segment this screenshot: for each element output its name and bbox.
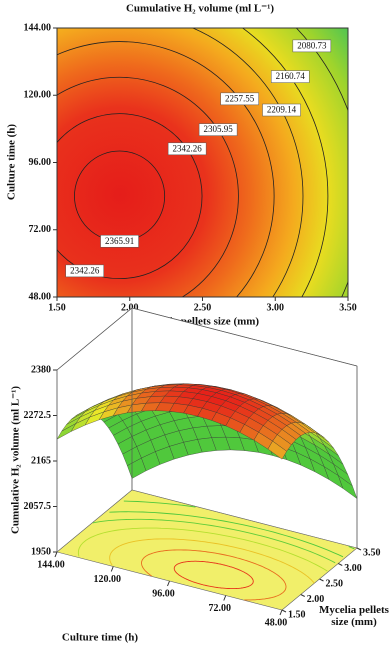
surface-cell [267,440,287,460]
contour-line [57,76,239,297]
contour-label-box [220,92,259,106]
x3d-tick-label: 120.00 [94,574,122,585]
x3d-tick [167,580,170,587]
y3d-tick [338,563,343,566]
x-tick-label: 2.50 [194,302,212,313]
y-tick-label: 96.00 [29,157,52,168]
box-edge [56,307,133,371]
x-tick-label: 1.50 [48,302,66,313]
x3d-tick-label: 72.00 [209,603,232,614]
y-tick-label: 72.00 [29,224,52,235]
contour-label: 2365.91 [105,236,134,246]
y3d-tick-label: 1.50 [288,609,306,620]
z-tick-label: 2057.5 [24,501,52,512]
y3d-tick [319,578,324,582]
contour-label: 2257.55 [225,93,255,103]
contour-label: 2342.26 [173,143,203,153]
contour-label-box [292,39,332,53]
x-tick-label: 3.50 [339,302,357,313]
contour-label-box [198,123,238,136]
x-tick-label: 2.00 [121,302,139,313]
box-edge [131,307,358,367]
z-tick-label: 2165 [31,455,51,466]
x3d-tick-label: 48.00 [265,617,288,628]
floor-contour [109,538,315,584]
x3d-tick [223,595,227,601]
contour-label: 2080.73 [297,40,327,50]
contour-label-box [167,142,207,156]
floor-contour [173,560,254,590]
x3d-axis-label: Culture time (h) [62,632,139,644]
z-tick-label: 1950 [31,546,51,557]
x3d-tick-label: 96.00 [152,588,175,599]
y3d-tick [300,594,305,597]
floor-contour [141,549,287,601]
x3d-tick [279,609,283,616]
contour-line [57,41,275,297]
x3d-tick-label: 144.00 [37,559,65,570]
contour-label: 2342.26 [70,265,100,275]
contour-line [191,28,304,297]
contour-label-box [100,234,139,248]
floor-contour [123,500,355,550]
y-axis-label: Culture time (h) [6,124,18,201]
contour-label-box [262,103,301,117]
y3d-tick-label: 3.50 [363,547,381,558]
y-tick-label: 144.00 [24,22,52,33]
floor-contour [77,527,328,572]
z-axis-label: Cumulative H₂ volume (ml L⁻¹) [10,386,22,534]
y-tick-label: 120.00 [24,90,52,101]
contour-label: 2305.95 [203,124,233,134]
contour-line [57,113,203,279]
heatmap [57,28,348,297]
floor-contour [92,518,336,564]
floor-contour [109,511,344,558]
contour-label: 2160.74 [276,71,306,81]
y3d-tick-label: 3.00 [344,563,362,574]
contour-label-box [65,264,104,278]
chart-title: Cumulative H₂ volume (ml L⁻¹) [126,3,274,15]
z-tick-label: 2272.5 [24,410,52,421]
y3d-tick [356,547,362,551]
y3d-tick-label: 2.50 [326,578,344,589]
x3d-tick [54,551,58,558]
surface [56,383,358,500]
x-tick-label: 3.00 [267,302,285,313]
y3d-tick [281,609,287,613]
contour-line [241,28,329,297]
y-tick-label: 48.00 [29,291,52,302]
contour-label: 2209.14 [267,105,297,115]
x3d-tick [110,566,114,572]
z-tick-label: 2380 [31,364,51,375]
contour-label-box [270,70,310,83]
y3d-axis-label: Mycelia pellets size (mm) [319,604,389,628]
contours: 2080.732160.742209.142257.552305.952342.… [57,28,348,297]
y3d-tick-label: 2.00 [307,594,325,605]
